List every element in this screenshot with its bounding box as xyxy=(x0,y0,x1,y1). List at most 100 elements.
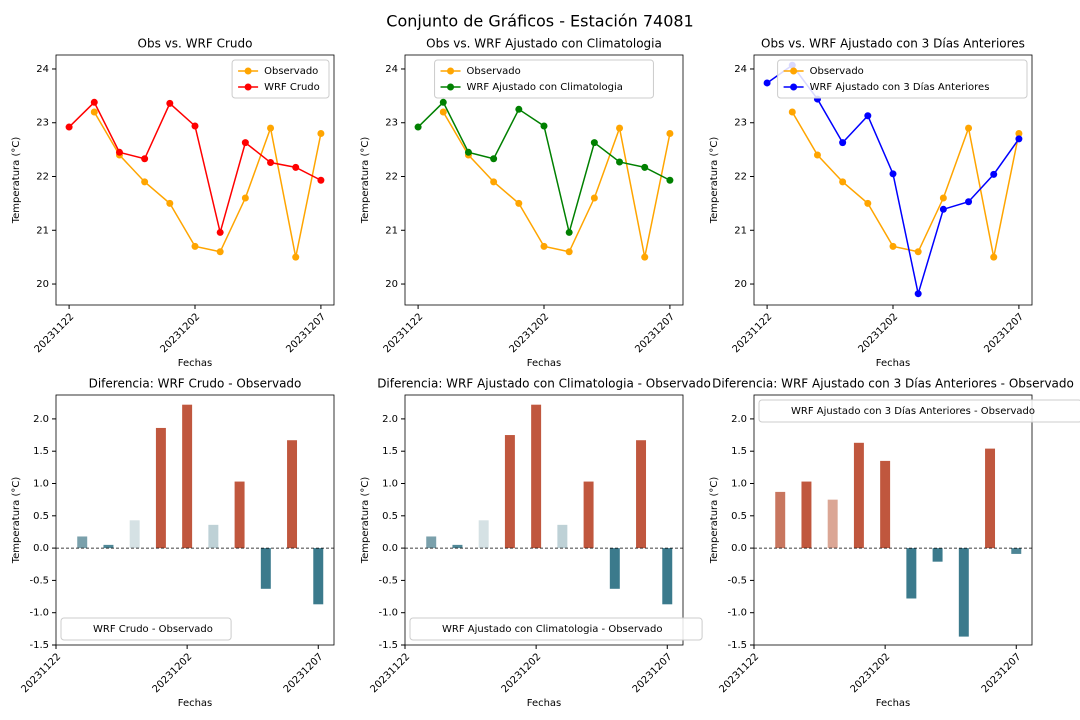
y-tick-label: 1.5 xyxy=(33,446,49,457)
y-tick-label: 0.5 xyxy=(33,511,49,522)
marker xyxy=(763,79,771,87)
legend-marker xyxy=(790,67,798,75)
marker xyxy=(490,155,498,163)
marker xyxy=(439,98,447,106)
marker xyxy=(939,205,947,213)
bar xyxy=(801,481,812,549)
y-tick-label: 2.0 xyxy=(731,414,747,425)
x-axis-label: Fechas xyxy=(876,698,911,709)
marker xyxy=(839,139,847,147)
x-axis-label: Fechas xyxy=(527,358,562,369)
y-tick-label: 0.5 xyxy=(382,511,398,522)
marker xyxy=(90,98,98,106)
bar xyxy=(426,536,437,549)
marker xyxy=(490,178,498,186)
marker xyxy=(864,199,872,207)
axes-title: Diferencia: WRF Crudo - Observado xyxy=(89,377,302,391)
marker xyxy=(990,170,998,178)
axes-title: Obs vs. WRF Crudo xyxy=(138,37,253,51)
marker xyxy=(216,248,224,256)
x-axis-label: Fechas xyxy=(876,358,911,369)
axes-frame xyxy=(753,394,1033,646)
bar xyxy=(208,524,219,549)
legend-patch xyxy=(67,625,87,633)
marker xyxy=(90,108,98,116)
marker xyxy=(914,248,922,256)
figure-title: Conjunto de Gráficos - Estación 74081 xyxy=(386,12,693,31)
y-tick-label: 1.5 xyxy=(731,446,747,457)
y-tick-label: 0.0 xyxy=(33,543,49,554)
y-tick-label: 1.0 xyxy=(33,479,49,490)
bar xyxy=(557,524,568,549)
line xyxy=(791,111,1020,258)
axes-frame xyxy=(55,394,335,646)
y-tick-label: 20 xyxy=(385,279,398,290)
bar xyxy=(77,536,88,549)
y-tick-label: 20 xyxy=(734,279,747,290)
line xyxy=(93,111,322,258)
axes-frame xyxy=(404,394,684,646)
marker xyxy=(65,123,73,131)
bar xyxy=(452,544,463,549)
bar xyxy=(287,440,298,549)
marker xyxy=(590,139,598,147)
y-tick-label: 22 xyxy=(36,172,49,183)
marker xyxy=(515,199,523,207)
y-tick-label: 22 xyxy=(734,172,747,183)
bar xyxy=(853,442,864,549)
y-tick-label: 21 xyxy=(36,225,49,236)
y-axis-label: Temperatura (°C) xyxy=(11,477,22,565)
y-tick-label: 23 xyxy=(734,118,747,129)
bar xyxy=(827,499,838,549)
legend-marker xyxy=(244,83,252,91)
axes-frame xyxy=(404,54,684,306)
marker xyxy=(540,242,548,250)
marker xyxy=(241,139,249,147)
legend-box xyxy=(231,59,330,99)
legend-marker xyxy=(790,83,798,91)
y-tick-label: -1.5 xyxy=(29,640,49,651)
marker xyxy=(1015,129,1023,137)
y-tick-label: 22 xyxy=(385,172,398,183)
marker xyxy=(267,124,275,132)
y-tick-label: 1.0 xyxy=(382,479,398,490)
x-axis-label: Fechas xyxy=(178,698,213,709)
legend-label: WRF Ajustado con 3 Días Anteriores - Obs… xyxy=(791,405,1035,417)
legend-box xyxy=(434,59,654,99)
axes-title: Obs vs. WRF Ajustado con Climatologia xyxy=(426,37,662,51)
legend-label: WRF Ajustado con 3 Días Anteriores xyxy=(810,81,990,93)
marker xyxy=(788,108,796,116)
marker xyxy=(191,242,199,250)
bar xyxy=(234,481,245,549)
marker xyxy=(166,99,174,107)
legend-patch xyxy=(416,625,436,633)
legend-label: Observado xyxy=(264,66,318,77)
y-axis-label: Temperatura (°C) xyxy=(709,137,720,225)
bar xyxy=(932,548,943,562)
marker xyxy=(616,124,624,132)
legend-label: WRF Crudo - Observado xyxy=(93,624,213,635)
legend-box xyxy=(60,617,232,641)
bar xyxy=(103,544,114,549)
y-tick-label: 23 xyxy=(385,118,398,129)
legend-label: WRF Ajustado con Climatologia xyxy=(467,82,623,93)
marker xyxy=(464,148,472,156)
y-tick-label: -0.5 xyxy=(29,575,49,586)
marker xyxy=(641,253,649,261)
y-tick-label: 24 xyxy=(734,64,747,75)
legend-label: Observado xyxy=(810,66,864,77)
marker xyxy=(813,151,821,159)
marker xyxy=(641,163,649,171)
bar xyxy=(478,520,489,549)
y-tick-label: 24 xyxy=(36,64,49,75)
bar xyxy=(609,548,620,589)
axes-title: Diferencia: WRF Ajustado con Climatologi… xyxy=(377,377,711,391)
x-axis-label: Fechas xyxy=(527,698,562,709)
y-tick-label: 20 xyxy=(36,279,49,290)
bar xyxy=(583,481,594,549)
marker xyxy=(267,159,275,167)
legend-label: WRF Ajustado con Climatologia - Observad… xyxy=(442,624,663,635)
marker xyxy=(565,248,573,256)
y-tick-label: 21 xyxy=(734,225,747,236)
